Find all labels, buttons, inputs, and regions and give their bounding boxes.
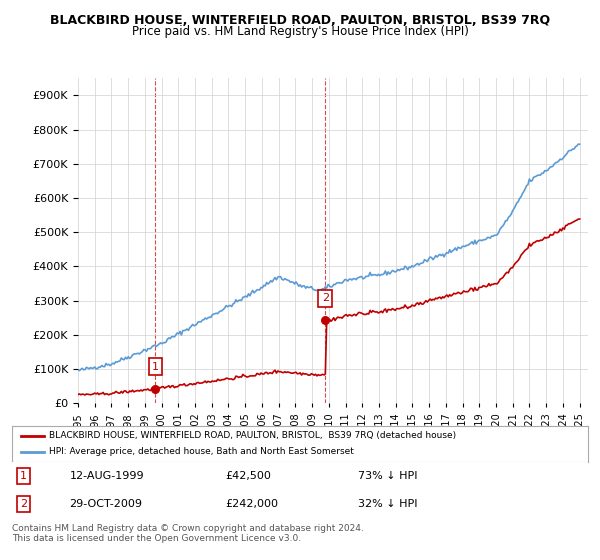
Text: BLACKBIRD HOUSE, WINTERFIELD ROAD, PAULTON, BRISTOL, BS39 7RQ: BLACKBIRD HOUSE, WINTERFIELD ROAD, PAULT…: [50, 14, 550, 27]
Text: 73% ↓ HPI: 73% ↓ HPI: [358, 471, 417, 481]
Text: 2: 2: [322, 293, 329, 304]
Text: 12-AUG-1999: 12-AUG-1999: [70, 471, 144, 481]
Point: [320, 316, 330, 325]
Point: [151, 384, 160, 393]
Text: 29-OCT-2009: 29-OCT-2009: [70, 499, 143, 509]
Text: £242,000: £242,000: [225, 499, 278, 509]
Text: HPI: Average price, detached house, Bath and North East Somerset: HPI: Average price, detached house, Bath…: [49, 447, 355, 456]
Text: 1: 1: [20, 471, 27, 481]
Text: 32% ↓ HPI: 32% ↓ HPI: [358, 499, 417, 509]
Text: BLACKBIRD HOUSE, WINTERFIELD ROAD, PAULTON, BRISTOL,  BS39 7RQ (detached house): BLACKBIRD HOUSE, WINTERFIELD ROAD, PAULT…: [49, 431, 457, 440]
Text: 1: 1: [152, 362, 159, 372]
Text: Contains HM Land Registry data © Crown copyright and database right 2024.
This d: Contains HM Land Registry data © Crown c…: [12, 524, 364, 543]
Text: 2: 2: [20, 499, 27, 509]
Text: Price paid vs. HM Land Registry's House Price Index (HPI): Price paid vs. HM Land Registry's House …: [131, 25, 469, 38]
Text: £42,500: £42,500: [225, 471, 271, 481]
